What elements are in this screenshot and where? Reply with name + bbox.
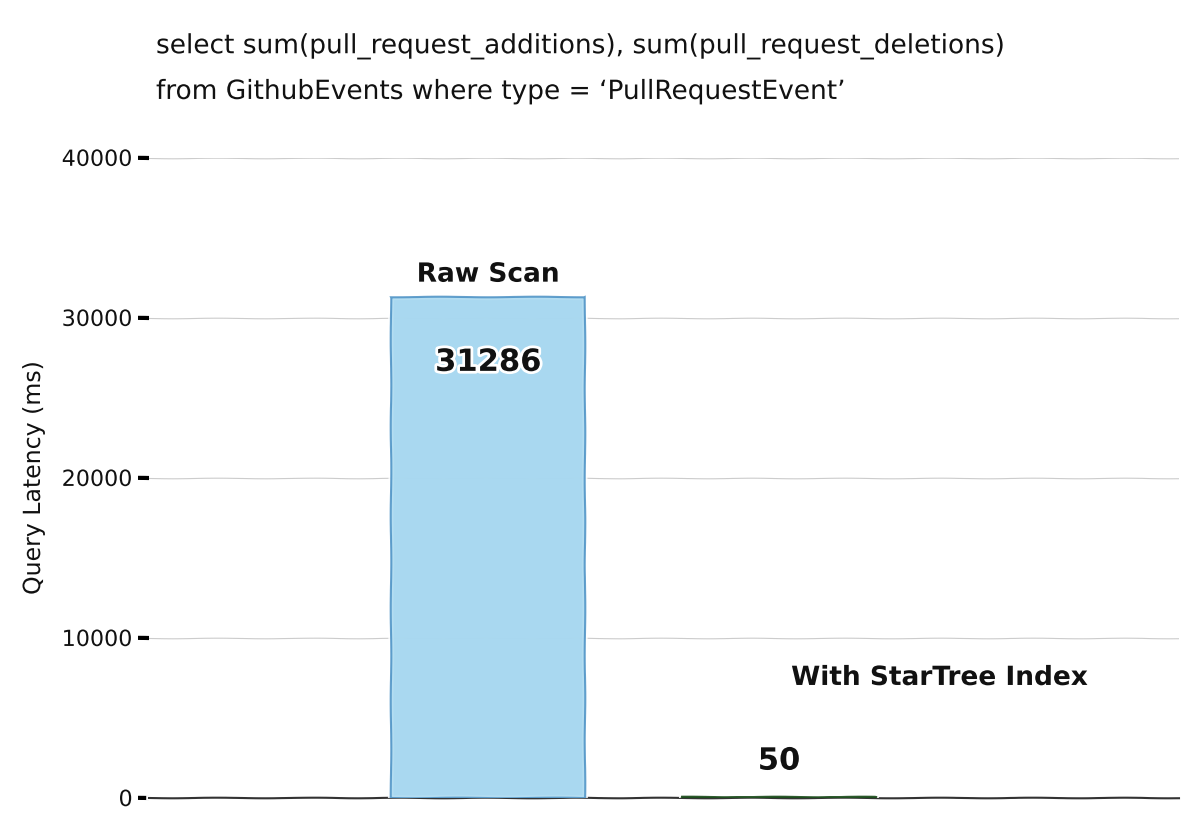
Text: 31286: 31286: [436, 348, 541, 377]
Text: Raw Scan: Raw Scan: [416, 262, 559, 288]
Y-axis label: Query Latency (ms): Query Latency (ms): [22, 361, 46, 595]
Text: select sum(pull_request_additions), sum(pull_request_deletions): select sum(pull_request_additions), sum(…: [156, 33, 1007, 59]
Text: 50: 50: [757, 746, 800, 775]
Text: With StarTree Index: With StarTree Index: [791, 665, 1087, 691]
Text: from GithubEvents where type = ‘PullRequestEvent’: from GithubEvents where type = ‘PullRequ…: [156, 79, 846, 105]
Bar: [391, 297, 586, 798]
